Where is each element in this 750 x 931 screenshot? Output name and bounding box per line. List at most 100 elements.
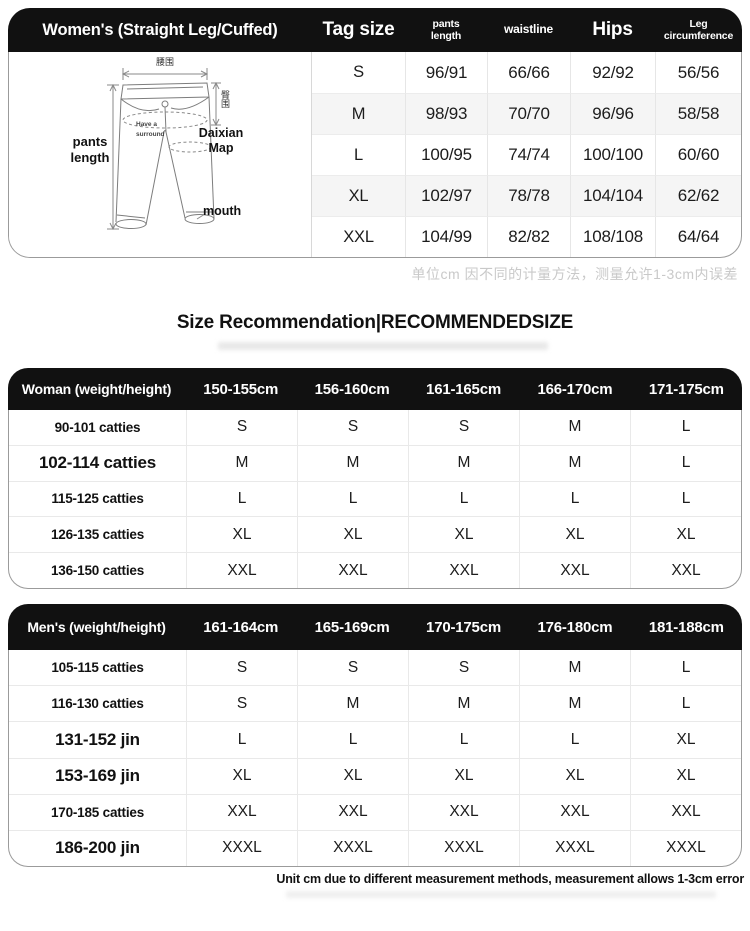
leg-circumference-cell: 56/56 — [655, 52, 741, 93]
size-cell: XXL — [186, 794, 297, 830]
size-cell: L — [630, 650, 741, 686]
spec-table-title: Women's (Straight Leg/Cuffed) — [42, 20, 278, 39]
size-cell: S — [408, 650, 519, 686]
waistline-cell: 78/78 — [487, 175, 570, 216]
weight-range-label: 116-130 catties — [51, 696, 144, 712]
size-cell: XL — [186, 517, 297, 553]
size-cell: XXXL — [297, 830, 408, 866]
size-cell: S — [186, 650, 297, 686]
mouth-label: mouth — [203, 204, 242, 218]
men-recommendation-table: Men's (weight/height) 161-164cm 165-169c… — [8, 604, 742, 867]
size-cell: S — [186, 686, 297, 722]
size-cell: XXL — [630, 794, 741, 830]
size-cell: XL — [630, 758, 741, 794]
hips-cell: 108/108 — [570, 216, 655, 257]
mouth-leader-line — [196, 213, 206, 220]
size-cell: L — [519, 481, 630, 517]
size-cell: L — [408, 722, 519, 758]
size-cell: L — [297, 722, 408, 758]
size-cell: M — [297, 445, 408, 481]
size-cell: S — [408, 410, 519, 445]
pants-length-cell: 96/91 — [405, 52, 487, 93]
weight-range-label: 102-114 catties — [38, 453, 157, 473]
tag-size-cell: XXL — [312, 216, 405, 257]
size-cell: L — [630, 410, 741, 445]
table-row: 153-169 jin XL XL XL XL XL — [9, 757, 741, 794]
size-cell: L — [630, 445, 741, 481]
waistline-cell: 70/70 — [487, 93, 570, 134]
size-cell: L — [408, 481, 519, 517]
leg-circumference-cell: 62/62 — [655, 175, 741, 216]
size-cell: S — [297, 650, 408, 686]
size-cell: XXL — [408, 553, 519, 588]
size-cell: L — [186, 481, 297, 517]
height-column-header: 165-169cm — [314, 618, 390, 636]
table-row: 131-152 jin L L L L XL — [9, 721, 741, 758]
size-cell: XXXL — [408, 830, 519, 866]
pants-diagram-svg — [107, 68, 221, 231]
hip-section-ellipse — [122, 111, 212, 153]
height-column-header: 171-175cm — [648, 380, 724, 398]
hips-cell: 96/96 — [570, 93, 655, 134]
size-cell: XL — [297, 758, 408, 794]
weight-range-label: 170-185 catties — [50, 804, 145, 820]
hips-cell: 100/100 — [570, 134, 655, 175]
table-row: 116-130 catties S M M M L — [9, 685, 741, 722]
size-cell: M — [519, 410, 630, 445]
weight-range-label: 115-125 catties — [51, 491, 144, 507]
women-table-body: 90-101 catties S S S M L 102-114 catties M M M M L 1… — [8, 410, 742, 589]
waistline-cell: 66/66 — [487, 52, 570, 93]
waistline-cell: 74/74 — [487, 134, 570, 175]
size-cell: S — [297, 410, 408, 445]
height-column-header: 181-188cm — [648, 618, 724, 636]
size-cell: XXXL — [630, 830, 741, 866]
weight-range-label: 105-115 catties — [51, 660, 144, 676]
size-cell: L — [297, 481, 408, 517]
height-column-header: 150-155cm — [203, 380, 279, 398]
height-column-header: 161-165cm — [426, 380, 501, 398]
table-row: 126-135 catties XL XL XL XL XL — [9, 516, 741, 553]
size-cell: L — [630, 481, 741, 517]
size-cell: XXL — [297, 553, 408, 588]
pants-length-cell: 98/93 — [405, 93, 487, 134]
size-cell: XL — [630, 722, 741, 758]
column-header-pants-length: pants length — [430, 17, 462, 42]
size-cell: S — [186, 410, 297, 445]
size-cell: XL — [186, 758, 297, 794]
table-row: 170-185 catties XXL XXL XXL XXL XXL — [9, 793, 741, 830]
size-cell: XXL — [519, 794, 630, 830]
tag-size-cell: S — [353, 63, 364, 81]
table-row: 105-115 catties S S S M L — [9, 650, 741, 686]
weight-range-label: 90-101 catties — [54, 419, 141, 435]
size-cell: XXL — [519, 553, 630, 588]
men-table-header: Men's (weight/height) 161-164cm 165-169c… — [8, 604, 742, 650]
size-cell: M — [519, 650, 630, 686]
section-title: Size Recommendation|RECOMMENDEDSIZE — [176, 312, 574, 333]
leg-circumference-cell: 64/64 — [655, 216, 741, 257]
size-cell: L — [630, 686, 741, 722]
size-cell: XXXL — [186, 830, 297, 866]
column-header-hips: Hips — [592, 19, 633, 41]
size-cell: XXL — [408, 794, 519, 830]
size-cell: M — [408, 445, 519, 481]
weight-range-label: 126-135 catties — [50, 527, 145, 543]
tag-size-cell: M — [312, 93, 405, 134]
size-cell: M — [297, 686, 408, 722]
spec-table-body: 腰围 臀围 pants length Have a surround Daixi… — [8, 52, 742, 258]
spec-table-header: Women's (Straight Leg/Cuffed) Tag size p… — [8, 8, 742, 52]
height-column-header: 166-170cm — [537, 380, 613, 398]
en-tolerance-note: Unit cm due to different measurement met… — [276, 872, 744, 886]
height-column-header: 161-164cm — [203, 618, 279, 636]
size-cell: XL — [408, 758, 519, 794]
size-cell: M — [519, 686, 630, 722]
table-row: 136-150 catties XXL XXL XXL XXL XXL — [9, 552, 741, 588]
women-spec-table: Women's (Straight Leg/Cuffed) Tag size p… — [8, 8, 742, 258]
column-header-leg-circumference: Leg circumference — [663, 17, 734, 42]
size-cell: XL — [630, 517, 741, 553]
size-cell: L — [186, 722, 297, 758]
size-cell: XXXL — [519, 830, 630, 866]
tag-size-cell: XL — [312, 175, 405, 216]
pants-length-arrow — [107, 83, 119, 231]
weight-range-label: 136-150 catties — [50, 563, 145, 579]
